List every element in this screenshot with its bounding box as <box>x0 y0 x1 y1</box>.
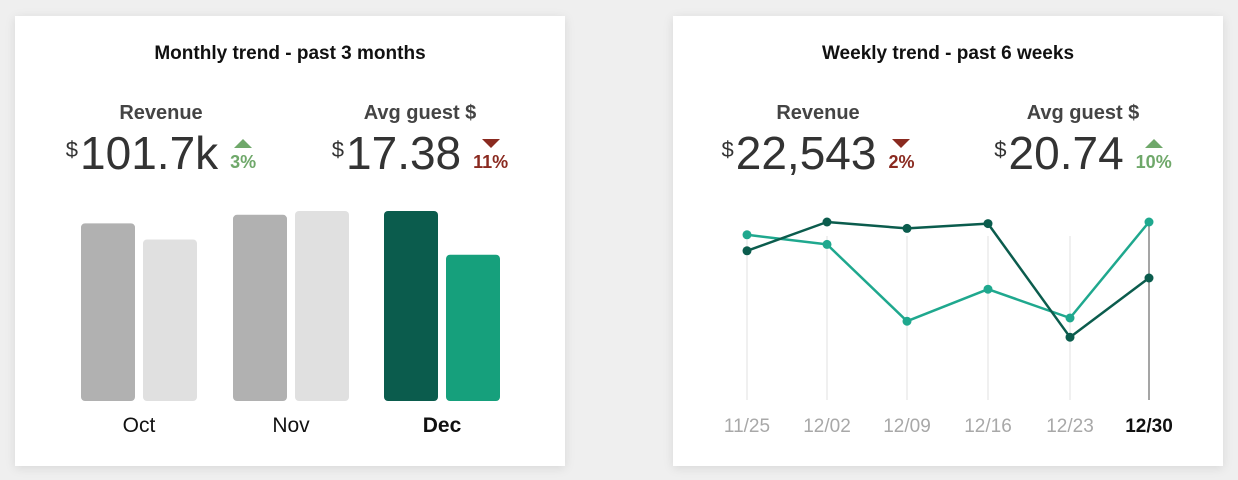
bar-nov-revenue <box>233 214 287 401</box>
point-avg-guest <box>902 316 912 326</box>
monthly-avg-guest-label: Avg guest $ <box>363 102 477 124</box>
x-tick-label: Oct <box>123 414 156 437</box>
x-tick-label: 12/23 <box>1046 416 1094 437</box>
x-tick-label: 12/16 <box>964 416 1012 437</box>
monthly-avg-guest-value: 17.38 <box>346 127 462 179</box>
trend-up-icon <box>234 139 253 148</box>
bar-dec-revenue <box>384 211 438 401</box>
trend-down-icon <box>481 139 500 148</box>
x-tick-label: 11/25 <box>724 416 770 437</box>
x-tick-label: 12/02 <box>803 416 851 437</box>
x-tick-label: Nov <box>272 414 310 437</box>
point-avg-guest <box>742 230 752 240</box>
trend-down-icon <box>892 139 911 148</box>
point-revenue <box>902 223 912 233</box>
weekly-line-chart: 11/25 12/02 12/09 12/16 12/23 12/30 <box>724 217 1173 437</box>
weekly-avg-guest-delta-pct: 10% <box>1135 152 1172 172</box>
currency-symbol: $ <box>65 137 79 162</box>
weekly-revenue-delta-pct: 2% <box>888 152 915 172</box>
point-avg-guest <box>1144 217 1154 227</box>
point-revenue <box>822 217 832 227</box>
x-tick-label: Dec <box>423 414 462 437</box>
point-revenue <box>983 219 993 229</box>
line-avg-guest <box>746 221 1150 323</box>
point-avg-guest <box>822 239 832 249</box>
monthly-revenue-label: Revenue <box>119 102 203 124</box>
point-avg-guest <box>983 284 993 294</box>
currency-symbol: $ <box>994 137 1007 162</box>
weekly-revenue-delta: 2% <box>888 139 914 173</box>
weekly-revenue-metric: Revenue $ 22,543 2% <box>713 102 923 177</box>
weekly-trend-card: 11/25 12/02 12/09 12/16 12/23 12/30 Weekly tr… <box>673 16 1223 466</box>
monthly-card-title: Monthly trend - past 3 months <box>154 43 426 64</box>
monthly-revenue-value: 101.7k <box>80 127 219 179</box>
bar-nov-avg-guest <box>295 211 349 401</box>
bar-dec-avg-guest <box>446 254 500 401</box>
monthly-bar-chart: Oct Nov Dec <box>81 211 500 437</box>
weekly-avg-guest-metric: Avg guest $ $ 20.74 10% <box>978 102 1188 177</box>
currency-symbol: $ <box>331 137 345 162</box>
currency-symbol: $ <box>721 137 734 162</box>
monthly-avg-guest-metric: Avg guest $ $ 17.38 11% <box>315 102 525 177</box>
weekly-revenue-label: Revenue <box>776 102 860 124</box>
bar-oct-avg-guest <box>143 239 197 401</box>
x-tick-label: 12/30 <box>1125 416 1173 437</box>
bar-oct-revenue <box>81 223 135 401</box>
weekly-card-title: Weekly trend - past 6 weeks <box>821 43 1075 64</box>
monthly-revenue-metric: Revenue $ 101.7k 3% <box>61 102 261 177</box>
weekly-avg-guest-label: Avg guest $ <box>1026 102 1140 124</box>
monthly-revenue-delta-pct: 3% <box>230 152 257 172</box>
trend-up-icon <box>1144 139 1163 148</box>
monthly-avg-guest-delta: 11% <box>473 139 508 173</box>
monthly-revenue-delta: 3% <box>230 139 256 173</box>
weekly-avg-guest-delta: 10% <box>1136 139 1172 173</box>
point-revenue <box>1144 273 1154 283</box>
monthly-trend-card: Oct Nov Dec Monthly trend - past 3 months … <box>15 16 565 466</box>
line-revenue <box>746 220 1150 339</box>
x-tick-label: 12/09 <box>883 416 931 437</box>
point-avg-guest <box>1065 313 1075 323</box>
weekly-revenue-value: 22,543 <box>735 127 877 179</box>
monthly-avg-guest-delta-pct: 11% <box>473 152 509 172</box>
weekly-avg-guest-value: 20.74 <box>1008 127 1124 179</box>
point-revenue <box>1065 332 1075 342</box>
point-revenue <box>742 246 752 256</box>
